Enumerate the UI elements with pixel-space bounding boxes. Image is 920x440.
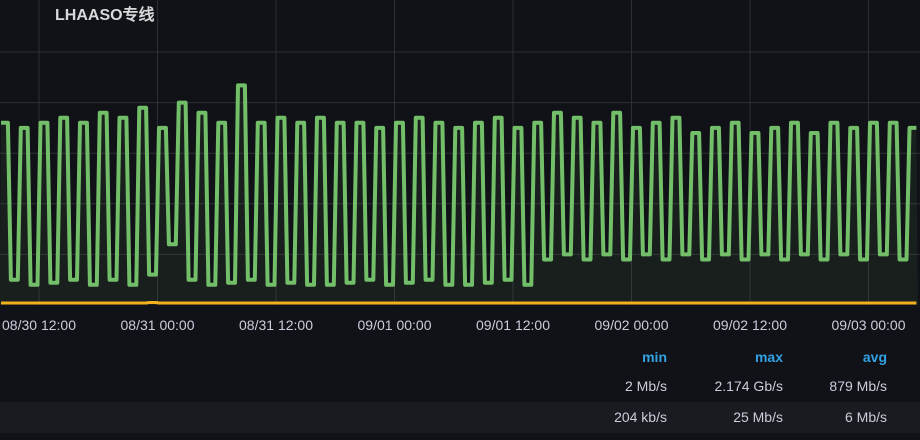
x-tick-label: 09/02 12:00 xyxy=(713,317,787,333)
legend-header-min[interactable]: min xyxy=(642,349,667,365)
series-2-line xyxy=(1,301,917,305)
panel-title: LHAASO专线 xyxy=(55,7,155,24)
legend-header-row: min max avg xyxy=(0,340,920,371)
series-1-line xyxy=(1,83,917,287)
x-tick-label: 08/31 12:00 xyxy=(239,317,313,333)
x-tick-label: 09/01 00:00 xyxy=(358,317,432,333)
legend-header-max[interactable]: max xyxy=(754,349,783,365)
x-tick-label: 09/03 00:00 xyxy=(832,317,906,333)
legend-header-avg[interactable]: avg xyxy=(862,349,887,365)
legend-table: min max avg 2 Mb/s 2.174 Gb/s 879 Mb/s 2… xyxy=(0,340,920,433)
legend-min: 204 kb/s xyxy=(614,409,667,425)
x-tick-label: 08/31 00:00 xyxy=(121,317,195,333)
timeseries-chart: 08/30 12:00 08/31 00:00 08/31 12:00 09/01 0… xyxy=(0,0,920,333)
legend-row[interactable]: 2 Mb/s 2.174 Gb/s 879 Mb/s xyxy=(0,371,920,402)
legend-row[interactable]: 204 kb/s 25 Mb/s 6 Mb/s xyxy=(0,402,920,433)
legend-avg: 879 Mb/s xyxy=(829,378,887,394)
legend-max: 2.174 Gb/s xyxy=(714,378,784,394)
series-1-area xyxy=(0,85,918,305)
legend-max: 25 Mb/s xyxy=(733,409,783,425)
x-axis: 08/30 12:00 08/31 00:00 08/31 12:00 09/01 0… xyxy=(2,317,906,333)
legend-min: 2 Mb/s xyxy=(624,378,667,394)
series-lines xyxy=(0,83,918,305)
x-tick-label: 09/02 00:00 xyxy=(595,317,669,333)
legend-avg: 6 Mb/s xyxy=(844,409,887,425)
x-tick-label: 09/01 12:00 xyxy=(476,317,550,333)
x-tick-label: 08/30 12:00 xyxy=(2,317,76,333)
